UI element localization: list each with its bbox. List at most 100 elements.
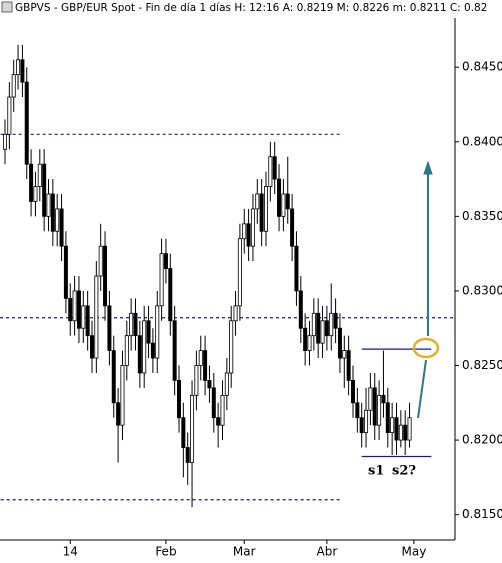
candle [81,290,86,344]
y-tick-label: 0.8350 [462,209,502,223]
y-tick-label: 0.8300 [462,283,502,297]
candle [350,365,355,418]
candle [250,193,255,262]
candle-body [24,81,29,165]
candle [237,223,242,321]
candle-body [403,424,408,441]
candle [129,298,134,351]
candle-body [37,163,42,187]
candle-body [394,417,399,441]
candle-body [259,193,264,232]
candle-body [281,193,286,217]
x-tick-label: May [401,545,426,559]
candle [76,276,81,344]
candle-body [211,387,216,419]
candle [7,82,12,150]
candle-body [307,335,312,351]
candle [159,238,164,321]
candle-body [68,297,73,322]
candle-body [368,387,373,411]
x-tick-label: Feb [155,545,176,559]
candle [242,208,247,254]
candle-body [185,447,190,463]
candle [46,179,51,232]
candle [150,328,155,373]
candle [364,387,369,448]
candle [33,171,38,217]
candle-body [233,305,238,322]
candle-body [285,193,290,210]
candle [303,313,308,366]
candle [163,238,168,284]
candle [29,149,34,217]
candle [203,335,208,396]
candle-body [298,290,303,329]
candle [233,290,238,336]
candle-body [16,59,21,76]
candle [133,298,138,351]
candle [155,290,160,373]
candle-body [176,380,181,419]
candle-body [29,163,34,202]
candle-body [377,394,382,426]
candle-body [277,178,282,217]
candle [190,380,195,508]
candle [342,335,347,388]
candle [124,320,129,381]
candle-body [137,335,142,374]
candle [333,298,338,344]
annotation: s2? [392,464,416,479]
candle [142,305,147,388]
candle-body [46,193,51,217]
header-icon [1,1,13,13]
candle [55,193,60,247]
candle-body [316,312,321,344]
candle-body [55,208,60,232]
candle-body [42,163,47,217]
candle-body [398,424,403,441]
candle-body [216,417,221,426]
y-tick-label: 0.8200 [462,433,502,447]
candle [90,320,95,373]
candle-body [364,409,369,434]
candle-body [181,417,186,448]
candle-body [146,320,151,344]
candle [272,141,277,194]
candle [207,365,212,403]
candle-body [337,327,342,359]
candle-body [120,365,125,426]
candle-body [111,350,116,404]
candle-body [224,372,229,396]
candle [176,365,181,433]
candle-body [355,402,360,419]
candle-body [250,208,255,247]
candle-body [272,156,277,180]
candle-body [7,96,12,135]
candle [381,350,386,418]
candle [346,335,351,396]
candle-body [142,320,147,374]
candle [385,387,390,448]
x-tick-label: 14 [63,545,78,559]
candle-body [255,193,260,210]
candle [59,193,64,262]
candle-body [33,186,38,202]
candle [307,320,312,366]
y-tick-label: 0.8250 [462,358,502,372]
candle [3,119,8,165]
candle-body [346,350,351,381]
candle-body [163,253,168,269]
candle-body [203,350,208,381]
candle-body [98,245,103,277]
candle [98,223,103,291]
candle-body [129,312,134,337]
arrow-head [423,160,433,175]
candle [298,276,303,344]
candle [281,179,286,232]
y-tick-label: 0.8450 [462,60,502,74]
candle [11,59,16,112]
candle-body [290,208,295,247]
candle-body [333,312,338,329]
candle-body [76,290,81,329]
